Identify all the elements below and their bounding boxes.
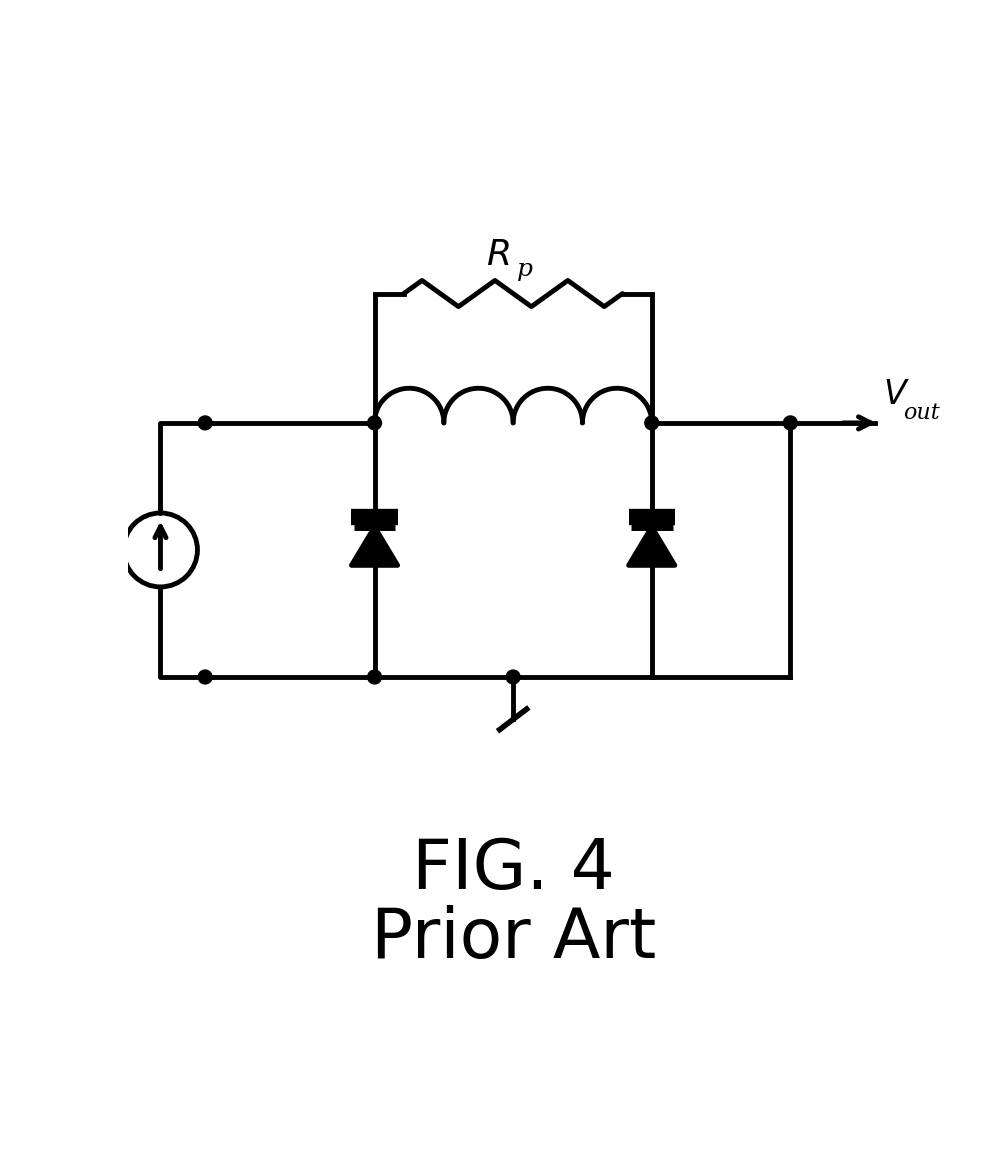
Text: Prior Art: Prior Art [371, 905, 655, 972]
Text: p: p [517, 259, 533, 282]
Text: out: out [903, 402, 941, 424]
Polygon shape [352, 527, 398, 566]
Text: FIG. 4: FIG. 4 [412, 836, 615, 903]
Circle shape [507, 670, 520, 684]
Text: $V$: $V$ [882, 380, 910, 412]
Text: $R$: $R$ [485, 238, 510, 273]
Circle shape [645, 416, 658, 430]
Polygon shape [629, 527, 674, 566]
Circle shape [784, 416, 797, 430]
Circle shape [368, 670, 382, 684]
Circle shape [368, 416, 382, 430]
Circle shape [198, 416, 212, 430]
Circle shape [198, 670, 212, 684]
